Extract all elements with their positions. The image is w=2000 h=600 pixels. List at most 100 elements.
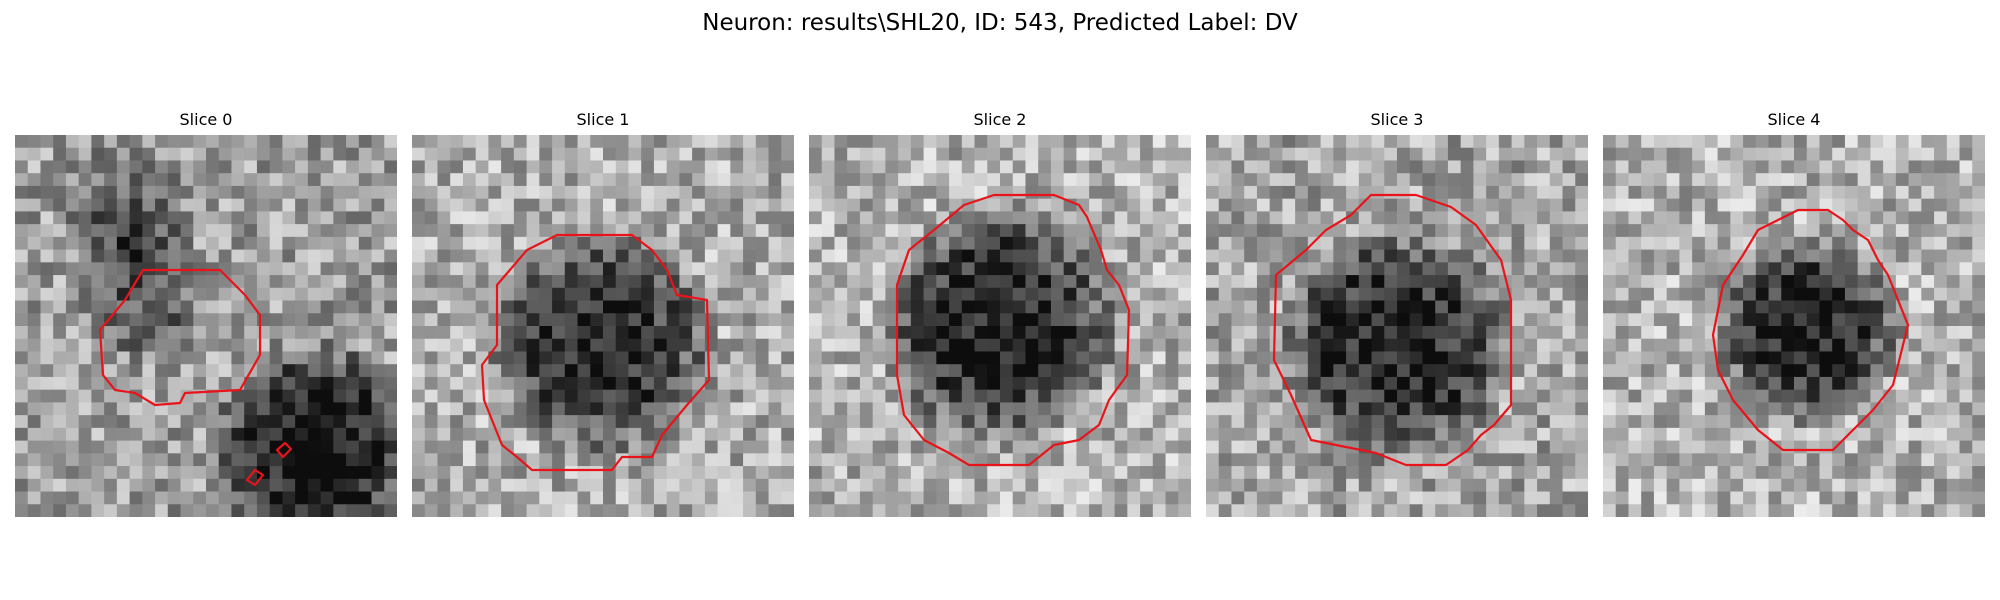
image-pixel [1692,236,1706,251]
image-pixel [129,147,143,162]
image-pixel [167,236,182,251]
image-pixel [821,160,836,174]
image-pixel [1972,478,1985,493]
image-pixel [295,402,309,416]
image-pixel [1358,376,1373,391]
image-pixel [1025,504,1039,517]
image-pixel [1282,326,1296,340]
image-pixel [1409,249,1424,263]
image-pixel [1231,338,1245,353]
image-pixel [1946,185,1961,200]
image-pixel [615,262,630,276]
image-pixel [1511,338,1525,353]
image-pixel [256,262,271,276]
image-pixel [1870,440,1884,454]
image-pixel [104,504,118,517]
image-pixel [462,275,477,289]
image-pixel [1282,376,1296,391]
image-pixel [1946,236,1961,251]
image-pixel [346,376,360,391]
image-pixel [1498,466,1513,480]
image-pixel [603,351,617,365]
image-pixel [1921,326,1935,340]
image-pixel [91,453,105,467]
image-pixel [1908,453,1922,467]
image-pixel [437,402,451,416]
image-pixel [1333,504,1347,517]
image-pixel [679,338,693,353]
image-pixel [1422,262,1436,276]
image-pixel [821,389,836,403]
image-pixel [167,364,182,378]
image-pixel [424,224,439,238]
image-pixel [1178,402,1191,416]
image-pixel [1384,185,1398,200]
image-pixel [1844,376,1859,391]
image-pixel [231,440,245,454]
image-pixel [692,147,706,162]
image-pixel [834,275,848,289]
image-pixel [1231,402,1245,416]
image-pixel [704,211,719,225]
image-pixel [1908,275,1922,289]
image-pixel [552,287,566,302]
image-pixel [1704,160,1719,174]
image-pixel [450,211,464,225]
image-pixel [910,491,925,505]
image-pixel [1959,262,1973,276]
image-pixel [295,351,309,365]
image-pixel [1244,338,1258,353]
image-pixel [346,198,360,212]
image-pixel [1959,173,1973,187]
image-pixel [936,185,950,200]
image-pixel [1946,389,1961,403]
image-pixel [1562,300,1576,314]
image-pixel [1397,160,1411,174]
image-pixel [412,376,426,391]
image-pixel [1460,440,1474,454]
image-pixel [129,491,143,505]
image-pixel [27,478,42,493]
image-pixel [1857,287,1871,302]
image-pixel [1972,173,1985,187]
image-pixel [53,326,67,340]
image-pixel [936,160,950,174]
image-pixel [167,224,182,238]
image-pixel [1641,211,1655,225]
image-pixel [1256,440,1271,454]
figure-title: Neuron: results\SHL20, ID: 543, Predicte… [702,10,1298,36]
image-pixel [577,198,591,212]
image-pixel [872,326,886,340]
image-pixel [488,211,502,225]
image-pixel [781,478,794,493]
image-pixel [1038,478,1052,493]
image-pixel [1511,415,1525,429]
image-pixel [358,491,373,505]
image-pixel [116,173,131,187]
image-pixel [180,326,194,340]
image-pixel [1127,351,1141,365]
image-pixel [40,236,54,251]
image-pixel [1832,147,1846,162]
image-pixel [424,338,439,353]
image-pixel [1959,326,1973,340]
image-pixel [1050,478,1065,493]
image-pixel [1628,440,1642,454]
image-pixel [78,415,92,429]
image-pixel [78,249,92,263]
image-pixel [730,173,744,187]
image-pixel [628,338,642,353]
image-pixel [1397,504,1411,517]
image-pixel [333,147,347,162]
image-pixel [231,147,245,162]
image-pixel [358,211,373,225]
image-pixel [371,415,385,429]
image-pixel [653,287,668,302]
image-pixel [1178,415,1191,429]
image-pixel [53,249,67,263]
image-pixel [653,160,668,174]
image-pixel [679,198,693,212]
image-pixel [615,249,630,263]
segmentation-contour [1711,208,1910,452]
image-pixel [1679,147,1693,162]
